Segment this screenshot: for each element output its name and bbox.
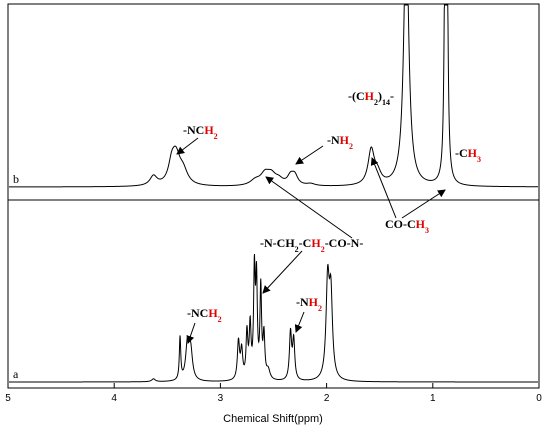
x-tick-label: 0 bbox=[536, 393, 542, 404]
annotation-arrow bbox=[176, 137, 199, 155]
x-tick-label: 1 bbox=[430, 393, 436, 404]
x-tick-label: 3 bbox=[218, 393, 224, 404]
peak-annotation-label: -NH2 bbox=[296, 295, 322, 313]
plot-frame bbox=[7, 3, 540, 389]
x-axis-title: Chemical Shift(ppm) bbox=[223, 413, 323, 425]
annotation-arrow bbox=[295, 145, 324, 165]
annotation-arrow bbox=[294, 311, 305, 333]
annotation-arrow bbox=[262, 250, 303, 294]
peak-annotation-label: CO-CH3 bbox=[385, 217, 429, 235]
x-axis-ticks: 5 4 3 2 1 0 bbox=[5, 383, 542, 404]
peak-annotation-label: -NCH2 bbox=[187, 306, 222, 324]
annotation-arrow bbox=[370, 157, 397, 219]
spectrum-b-line bbox=[9, 4, 538, 188]
peak-annotation-label: -NH2 bbox=[327, 133, 353, 151]
peak-annotation-label: -NCH2 bbox=[183, 123, 218, 141]
peak-annotations: -NCH2 -NH2 -(CH2)14- -CH3 CO-CH3 -N-CH2-CH2-C… bbox=[176, 89, 481, 344]
peak-annotation-label: -CH3 bbox=[455, 146, 481, 164]
annotation-arrow bbox=[401, 189, 446, 219]
peak-annotation-label: -(CH2)14- bbox=[348, 89, 394, 107]
x-tick-label: 4 bbox=[111, 393, 117, 404]
series-label-b: b bbox=[13, 172, 19, 186]
peak-annotation-label: -N-CH2-CH2-CO-N- bbox=[260, 236, 363, 254]
annotation-arrow bbox=[265, 176, 353, 239]
spectrum-a-line bbox=[9, 254, 538, 383]
annotation-arrow bbox=[186, 322, 196, 344]
x-tick-label: 5 bbox=[5, 393, 11, 404]
x-tick-label: 2 bbox=[324, 393, 330, 404]
series-label-a: a bbox=[13, 367, 19, 381]
